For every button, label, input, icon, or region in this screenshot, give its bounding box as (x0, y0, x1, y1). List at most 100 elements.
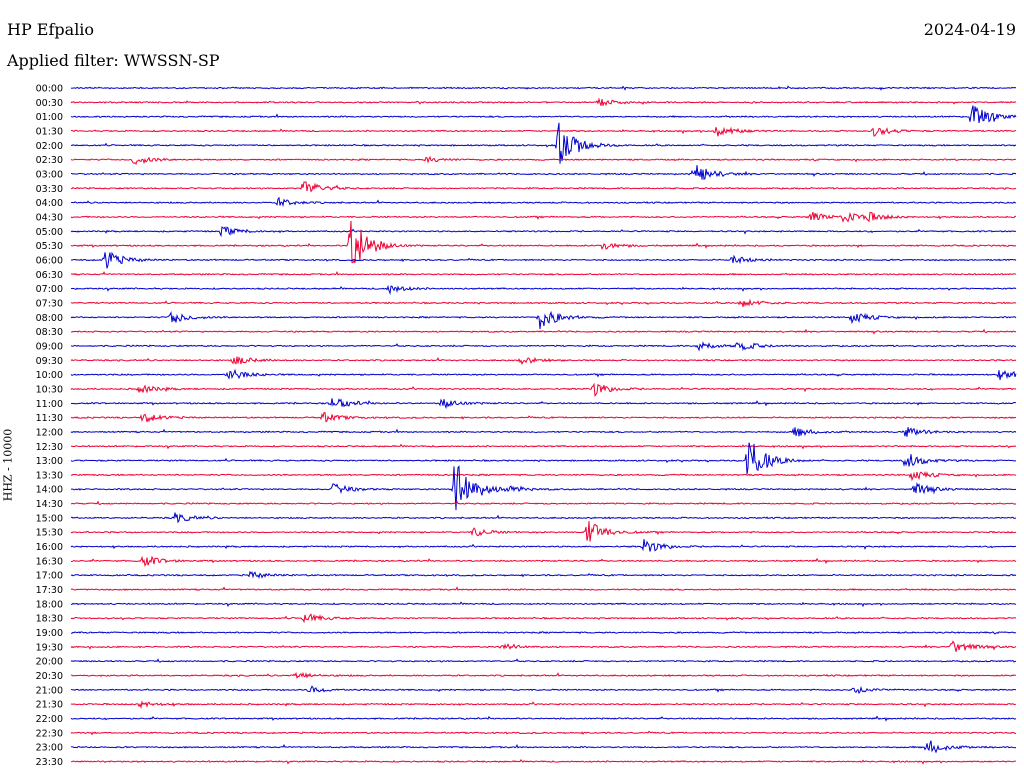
tick-label-row-13: 06:30 (36, 270, 63, 281)
trace-row-40 (70, 658, 1017, 663)
tick-label-row-44: 22:00 (36, 714, 63, 725)
tick-label-row-46: 23:00 (36, 743, 63, 754)
trace-row-42 (70, 685, 1017, 695)
tick-label-row-45: 22:30 (36, 728, 63, 739)
tick-label-row-42: 21:00 (36, 685, 63, 696)
tick-label-row-21: 10:30 (36, 384, 63, 395)
tick-label-row-25: 12:30 (36, 442, 63, 453)
trace-row-2 (70, 105, 1017, 123)
trace-row-27 (70, 470, 1017, 482)
tick-label-row-31: 15:30 (36, 528, 63, 539)
tick-label-row-34: 17:00 (36, 571, 63, 582)
trace-row-31 (70, 521, 1017, 542)
trace-row-7 (70, 181, 1017, 193)
trace-row-24 (70, 427, 1017, 437)
trace-row-34 (70, 570, 1017, 579)
tick-label-row-6: 03:00 (36, 169, 63, 180)
trace-row-22 (70, 398, 1017, 410)
tick-label-row-47: 23:30 (36, 757, 63, 768)
tick-label-row-20: 10:00 (36, 370, 63, 381)
trace-row-17 (70, 328, 1017, 335)
trace-row-16 (70, 310, 1017, 330)
trace-row-45 (70, 730, 1017, 736)
filter-label: Applied filter: WWSSN-SP (7, 51, 220, 70)
tick-label-row-10: 05:00 (36, 227, 63, 238)
trace-row-6 (70, 165, 1017, 181)
tick-label-row-22: 11:00 (36, 399, 63, 410)
tick-label-row-37: 18:30 (36, 614, 63, 625)
tick-label-row-1: 00:30 (36, 98, 63, 109)
trace-row-25 (70, 443, 1017, 450)
trace-row-19 (70, 356, 1017, 366)
trace-row-14 (70, 284, 1017, 296)
tick-label-row-0: 00:00 (36, 84, 63, 95)
tick-label-row-33: 16:30 (36, 556, 63, 567)
trace-row-5 (70, 155, 1017, 166)
tick-label-row-15: 07:30 (36, 298, 63, 309)
trace-row-10 (70, 226, 1017, 238)
tick-label-row-24: 12:00 (36, 427, 63, 438)
tick-label-row-4: 02:00 (36, 141, 63, 152)
trace-row-26 (70, 442, 1017, 475)
trace-group (70, 85, 1017, 765)
tick-label-row-2: 01:00 (36, 112, 63, 123)
tick-label-row-3: 01:30 (36, 126, 63, 137)
trace-row-46 (70, 740, 1017, 754)
trace-row-1 (70, 97, 1017, 107)
tick-label-row-30: 15:00 (36, 513, 63, 524)
tick-label-row-28: 14:00 (36, 485, 63, 496)
trace-row-13 (70, 271, 1017, 276)
tick-label-row-12: 06:00 (36, 255, 63, 266)
trace-row-20 (70, 368, 1017, 381)
tick-label-row-32: 16:00 (36, 542, 63, 553)
trace-row-30 (70, 512, 1017, 524)
trace-row-0 (70, 85, 1017, 91)
station-name: HP Efpalio (7, 20, 95, 39)
tick-label-row-8: 04:00 (36, 198, 63, 209)
tick-label-row-7: 03:30 (36, 184, 63, 195)
trace-row-4 (71, 122, 1017, 164)
trace-row-43 (70, 700, 1017, 710)
trace-row-3 (70, 126, 1017, 137)
tick-label-row-14: 07:00 (36, 284, 63, 295)
trace-row-39 (70, 640, 1017, 652)
tick-label-row-26: 13:00 (36, 456, 63, 467)
trace-row-32 (70, 539, 1017, 552)
trace-row-47 (70, 759, 1017, 765)
tick-label-row-17: 08:30 (36, 327, 63, 338)
trace-row-15 (70, 298, 1017, 307)
record-date: 2024-04-19 (923, 20, 1016, 39)
trace-row-29 (70, 500, 1017, 506)
tick-label-row-38: 19:00 (36, 628, 63, 639)
trace-row-41 (70, 671, 1017, 680)
trace-row-36 (70, 601, 1017, 608)
tick-label-row-39: 19:30 (36, 642, 63, 653)
tick-label-row-11: 05:30 (36, 241, 63, 252)
tick-label-row-29: 14:30 (36, 499, 63, 510)
trace-row-23 (70, 412, 1017, 423)
trace-row-21 (70, 382, 1017, 398)
trace-row-18 (70, 341, 1017, 352)
tick-label-row-18: 09:00 (36, 341, 63, 352)
trace-row-38 (70, 631, 1017, 635)
trace-row-37 (70, 613, 1017, 624)
tick-label-row-27: 13:30 (36, 470, 63, 481)
trace-row-44 (70, 715, 1017, 722)
tick-label-row-19: 09:30 (36, 356, 63, 367)
tick-label-row-43: 21:30 (36, 700, 63, 711)
tick-label-row-16: 08:00 (36, 313, 63, 324)
trace-row-11 (70, 220, 1017, 264)
tick-label-row-23: 11:30 (36, 413, 63, 424)
tick-label-row-41: 20:30 (36, 671, 63, 682)
trace-row-12 (70, 251, 1017, 269)
tick-label-row-40: 20:00 (36, 657, 63, 668)
trace-row-8 (70, 196, 1017, 208)
trace-row-28 (70, 465, 1017, 511)
trace-row-9 (70, 211, 1017, 223)
tick-label-row-35: 17:30 (36, 585, 63, 596)
tick-label-row-5: 02:30 (36, 155, 63, 166)
trace-row-35 (70, 586, 1017, 592)
tick-label-row-36: 18:00 (36, 599, 63, 610)
trace-row-33 (70, 555, 1017, 567)
